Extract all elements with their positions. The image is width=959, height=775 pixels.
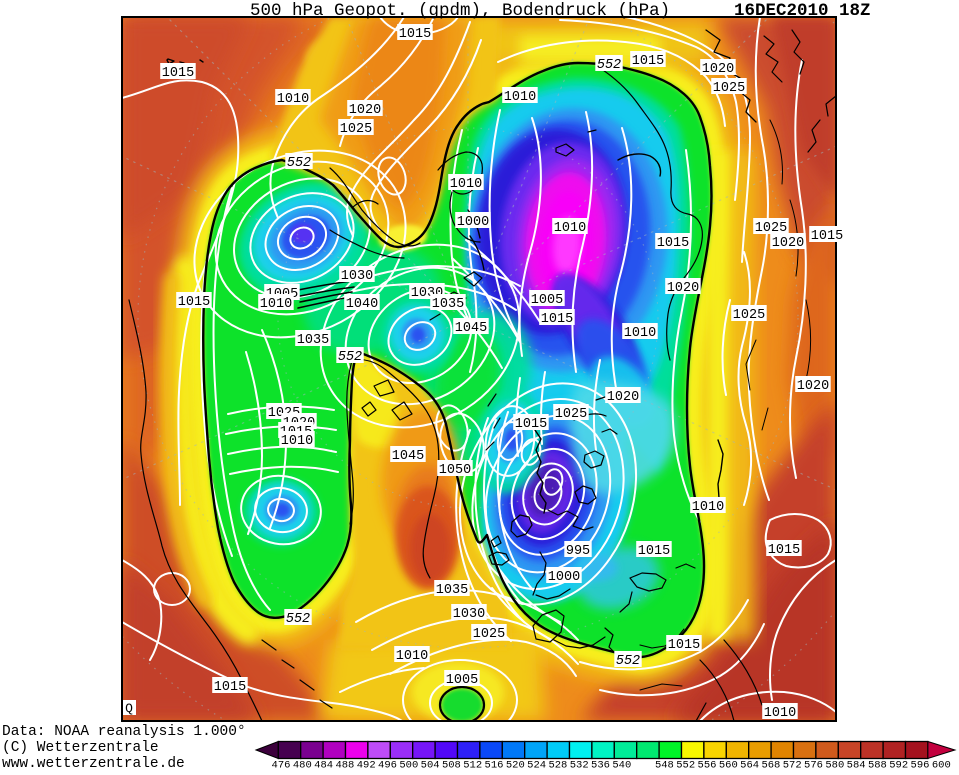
svg-text:1000: 1000 — [457, 215, 489, 230]
svg-text:548: 548 — [655, 760, 674, 771]
svg-text:1000: 1000 — [548, 570, 580, 585]
svg-text:552: 552 — [286, 612, 310, 627]
svg-text:1015: 1015 — [162, 66, 194, 81]
svg-text:1030: 1030 — [341, 269, 373, 284]
svg-text:596: 596 — [911, 760, 930, 771]
svg-text:508: 508 — [442, 760, 461, 771]
svg-text:1015: 1015 — [768, 543, 800, 558]
svg-text:500: 500 — [399, 760, 418, 771]
svg-text:520: 520 — [506, 760, 525, 771]
svg-text:476: 476 — [272, 760, 291, 771]
svg-text:1020: 1020 — [349, 103, 381, 118]
svg-text:1010: 1010 — [277, 92, 309, 107]
svg-text:540: 540 — [612, 760, 631, 771]
svg-text:552: 552 — [616, 654, 640, 669]
svg-text:1025: 1025 — [473, 627, 505, 642]
svg-text:484: 484 — [314, 760, 333, 771]
svg-text:www.wetterzentrale.de: www.wetterzentrale.de — [2, 756, 185, 770]
svg-text:496: 496 — [378, 760, 397, 771]
svg-text:1020: 1020 — [702, 62, 734, 77]
svg-text:1010: 1010 — [504, 90, 536, 105]
svg-text:592: 592 — [889, 760, 908, 771]
svg-text:528: 528 — [548, 760, 567, 771]
svg-text:1025: 1025 — [755, 221, 787, 236]
svg-text:492: 492 — [357, 760, 376, 771]
svg-text:1025: 1025 — [733, 308, 765, 323]
svg-text:1015: 1015 — [214, 680, 246, 695]
svg-text:1020: 1020 — [667, 281, 699, 296]
svg-text:1010: 1010 — [764, 706, 796, 721]
svg-text:1025: 1025 — [555, 407, 587, 422]
svg-text:512: 512 — [463, 760, 482, 771]
svg-text:552: 552 — [287, 156, 311, 171]
svg-text:1010: 1010 — [450, 177, 482, 192]
svg-text:1045: 1045 — [455, 321, 487, 336]
svg-text:1035: 1035 — [436, 583, 468, 598]
svg-text:552: 552 — [338, 350, 362, 365]
svg-text:576: 576 — [804, 760, 823, 771]
svg-text:552: 552 — [597, 58, 621, 73]
svg-text:1015: 1015 — [811, 229, 843, 244]
svg-text:1005: 1005 — [531, 293, 563, 308]
svg-text:1025: 1025 — [340, 122, 372, 137]
svg-text:1010: 1010 — [260, 297, 292, 312]
svg-text:1015: 1015 — [178, 295, 210, 310]
svg-text:1020: 1020 — [772, 236, 804, 251]
svg-text:1015: 1015 — [399, 27, 431, 42]
svg-text:1010: 1010 — [624, 326, 656, 341]
svg-text:536: 536 — [591, 760, 610, 771]
svg-text:1050: 1050 — [439, 463, 471, 478]
svg-text:1015: 1015 — [541, 312, 573, 327]
svg-text:1010: 1010 — [692, 500, 724, 515]
svg-text:(C) Wetterzentrale: (C) Wetterzentrale — [2, 740, 159, 756]
svg-text:1015: 1015 — [632, 54, 664, 69]
svg-text:Q: Q — [125, 701, 133, 716]
svg-text:Data: NOAA reanalysis 1.000°: Data: NOAA reanalysis 1.000° — [2, 724, 246, 740]
svg-text:556: 556 — [698, 760, 717, 771]
svg-text:1010: 1010 — [281, 434, 313, 449]
svg-text:532: 532 — [570, 760, 589, 771]
svg-text:1010: 1010 — [554, 221, 586, 236]
svg-text:580: 580 — [825, 760, 844, 771]
svg-text:524: 524 — [527, 760, 546, 771]
svg-text:552: 552 — [676, 760, 695, 771]
svg-text:572: 572 — [783, 760, 802, 771]
svg-text:1035: 1035 — [432, 297, 464, 312]
svg-text:560: 560 — [719, 760, 738, 771]
svg-text:488: 488 — [335, 760, 354, 771]
svg-text:16DEC2010 18Z: 16DEC2010 18Z — [734, 1, 871, 21]
svg-text:500 hPa Geopot. (gpdm), Bodend: 500 hPa Geopot. (gpdm), Bodendruck (hPa) — [250, 1, 670, 21]
svg-text:1040: 1040 — [346, 297, 378, 312]
svg-text:1005: 1005 — [446, 673, 478, 688]
svg-text:564: 564 — [740, 760, 759, 771]
svg-text:1010: 1010 — [396, 649, 428, 664]
svg-text:995: 995 — [566, 544, 590, 559]
svg-text:1035: 1035 — [297, 333, 329, 348]
svg-text:1015: 1015 — [638, 544, 670, 559]
svg-text:1015: 1015 — [668, 638, 700, 653]
svg-text:1025: 1025 — [713, 81, 745, 96]
svg-text:584: 584 — [847, 760, 866, 771]
svg-text:568: 568 — [761, 760, 780, 771]
svg-text:1015: 1015 — [657, 236, 689, 251]
svg-text:600: 600 — [932, 760, 951, 771]
svg-text:588: 588 — [868, 760, 887, 771]
svg-text:516: 516 — [485, 760, 504, 771]
svg-text:1030: 1030 — [453, 607, 485, 622]
svg-text:1020: 1020 — [797, 379, 829, 394]
svg-text:1045: 1045 — [392, 449, 424, 464]
svg-text:1015: 1015 — [515, 417, 547, 432]
svg-text:480: 480 — [293, 760, 312, 771]
svg-text:1020: 1020 — [607, 390, 639, 405]
svg-text:504: 504 — [421, 760, 440, 771]
